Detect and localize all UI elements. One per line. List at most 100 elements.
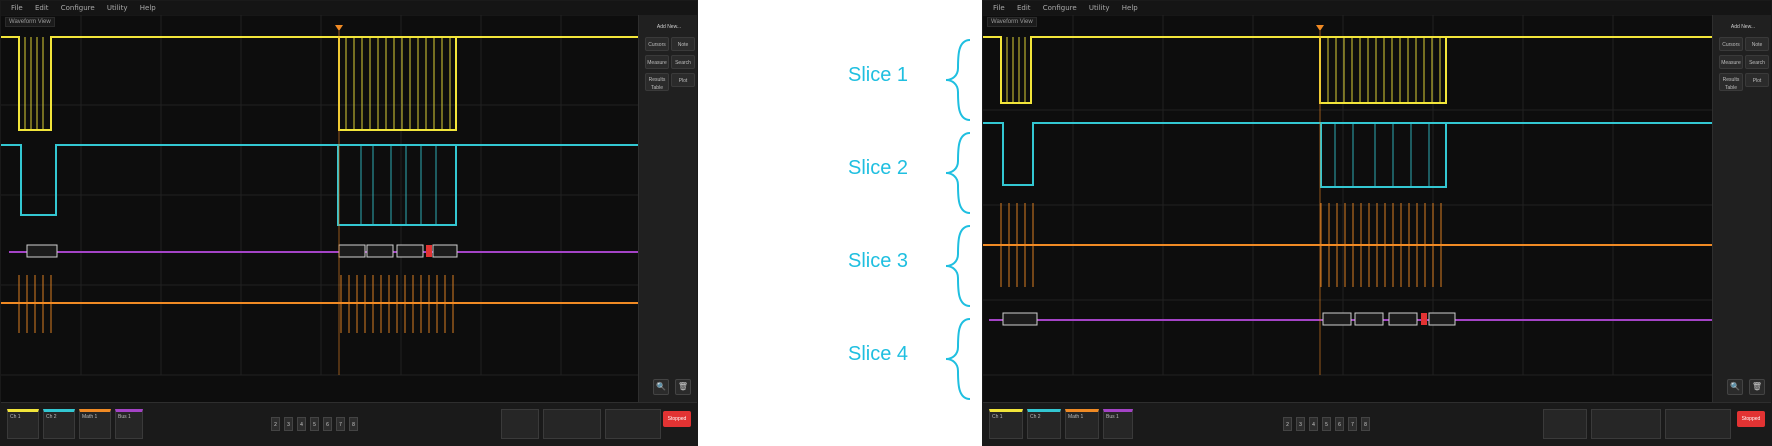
left-trash-icon[interactable]: 🗑 xyxy=(675,379,691,395)
right-plot-button[interactable]: Plot xyxy=(1745,73,1769,87)
right-scope: File Edit Configure Utility Help Wavefor… xyxy=(982,0,1772,446)
left-menu-file[interactable]: File xyxy=(11,4,23,12)
left-acquisition-box[interactable] xyxy=(605,409,661,439)
left-menu-configure[interactable]: Configure xyxy=(60,4,95,12)
right-right-panel: Add New... Cursors Note Measure Search R… xyxy=(1712,15,1771,403)
right-trigger-box[interactable] xyxy=(1591,409,1661,439)
left-ch-num-8[interactable]: 8 xyxy=(349,417,358,431)
left-ch2-box[interactable]: Ch 2 xyxy=(43,409,75,439)
left-menu-utility[interactable]: Utility xyxy=(106,4,128,12)
left-menu-bar: File Edit Configure Utility Help xyxy=(1,1,697,15)
left-stop-indicator[interactable]: Stopped xyxy=(663,411,691,427)
slice-2-brace xyxy=(944,131,974,215)
left-search-button[interactable]: Search xyxy=(671,55,695,69)
left-trigger-box[interactable] xyxy=(543,409,601,439)
left-ch2-pulses xyxy=(360,145,437,225)
right-measure-button[interactable]: Measure xyxy=(1719,55,1743,69)
right-ch-num-6[interactable]: 6 xyxy=(1335,417,1344,431)
right-add-new-label: Add New... xyxy=(1730,24,1756,30)
right-bus-decodes xyxy=(1002,312,1456,326)
right-ch1-label: Ch 1 xyxy=(992,414,1003,420)
left-trigger-marker xyxy=(335,25,343,375)
right-ch-num-4[interactable]: 4 xyxy=(1309,417,1318,431)
right-bus1-label: Bus 1 xyxy=(1106,414,1119,420)
left-horizontal-box[interactable] xyxy=(501,409,539,439)
right-ch3-activity xyxy=(1000,203,1442,287)
left-measure-button[interactable]: Measure xyxy=(645,55,669,69)
slice-1-brace xyxy=(944,38,974,122)
left-right-panel: Add New... Cursors Note Measure Search R… xyxy=(638,15,697,403)
left-ch-num-4[interactable]: 4 xyxy=(297,417,306,431)
right-menu-utility[interactable]: Utility xyxy=(1088,4,1110,12)
right-ch2-pulses xyxy=(1334,123,1430,187)
right-trash-icon[interactable]: 🗑 xyxy=(1749,379,1765,395)
right-menu-edit[interactable]: Edit xyxy=(1016,4,1031,12)
left-cursors-button[interactable]: Cursors xyxy=(645,37,669,51)
left-bottom-bar: Ch 1 Ch 2 Math 1 Bus 1 2 3 4 5 6 7 8 Sto… xyxy=(1,402,697,445)
left-math1-box[interactable]: Math 1 xyxy=(79,409,111,439)
left-note-button[interactable]: Note xyxy=(671,37,695,51)
right-menu-help[interactable]: Help xyxy=(1121,4,1138,12)
right-ch-num-5[interactable]: 5 xyxy=(1322,417,1331,431)
left-ch-num-2[interactable]: 2 xyxy=(271,417,280,431)
left-ch1-burst xyxy=(24,37,451,130)
left-bus1-box[interactable]: Bus 1 xyxy=(115,409,143,439)
right-ch-num-3[interactable]: 3 xyxy=(1296,417,1305,431)
right-search-button[interactable]: Search xyxy=(1745,55,1769,69)
left-ch1-label: Ch 1 xyxy=(10,414,21,420)
right-stop-indicator[interactable]: Stopped xyxy=(1737,411,1765,427)
right-tools: 🔍 🗑 xyxy=(1727,379,1765,395)
left-plot-button[interactable]: Plot xyxy=(671,73,695,87)
left-math1-label: Math 1 xyxy=(82,414,98,420)
left-view-tab[interactable]: Waveform View xyxy=(5,17,55,27)
slice-4-brace xyxy=(944,317,974,401)
right-ch1-box[interactable]: Ch 1 xyxy=(989,409,1023,439)
right-menu-configure[interactable]: Configure xyxy=(1042,4,1077,12)
slice-2-label: Slice 2 xyxy=(848,157,909,179)
right-bottom-bar: Ch 1 Ch 2 Math 1 Bus 1 2 3 4 5 6 7 8 Sto… xyxy=(983,402,1771,445)
left-ch-num-3[interactable]: 3 xyxy=(284,417,293,431)
left-waveform-area xyxy=(1,15,641,376)
right-bus1-box[interactable]: Bus 1 xyxy=(1103,409,1133,439)
right-acquisition-box[interactable] xyxy=(1665,409,1731,439)
right-ch1-waveform xyxy=(983,36,1713,104)
left-ch3-activity xyxy=(18,275,454,333)
left-grid xyxy=(1,15,641,376)
right-trigger-marker xyxy=(1316,25,1324,375)
slice-3-brace xyxy=(944,224,974,308)
right-math1-label: Math 1 xyxy=(1068,414,1084,420)
left-scope: File Edit Configure Utility Help Wavefor… xyxy=(0,0,698,446)
right-ch2-box[interactable]: Ch 2 xyxy=(1027,409,1061,439)
left-results-table-button[interactable]: Results Table xyxy=(645,73,669,91)
right-zoom-icon[interactable]: 🔍 xyxy=(1727,379,1743,395)
right-ch2-label: Ch 2 xyxy=(1030,414,1041,420)
slice-4-label: Slice 4 xyxy=(848,343,909,365)
slice-1-label: Slice 1 xyxy=(848,64,909,86)
right-horizontal-box[interactable] xyxy=(1543,409,1587,439)
slice-3-label: Slice 3 xyxy=(848,250,909,272)
left-ch-num-6[interactable]: 6 xyxy=(323,417,332,431)
right-ch-num-2[interactable]: 2 xyxy=(1283,417,1292,431)
right-ch-num-8[interactable]: 8 xyxy=(1361,417,1370,431)
right-view-tab[interactable]: Waveform View xyxy=(987,17,1037,27)
right-math1-box[interactable]: Math 1 xyxy=(1065,409,1099,439)
left-ch-num-7[interactable]: 7 xyxy=(336,417,345,431)
left-menu-help[interactable]: Help xyxy=(139,4,156,12)
right-grid xyxy=(983,15,1713,376)
right-ch1-burst xyxy=(1006,37,1441,103)
left-tools: 🔍 🗑 xyxy=(653,379,691,395)
right-menu-file[interactable]: File xyxy=(993,4,1005,12)
right-ch-num-7[interactable]: 7 xyxy=(1348,417,1357,431)
left-ch1-box[interactable]: Ch 1 xyxy=(7,409,39,439)
left-zoom-icon[interactable]: 🔍 xyxy=(653,379,669,395)
left-ch2-waveform xyxy=(1,144,641,226)
right-cursors-button[interactable]: Cursors xyxy=(1719,37,1743,51)
right-ch2-waveform xyxy=(983,122,1713,188)
left-bus1-label: Bus 1 xyxy=(118,414,131,420)
right-waveform-area xyxy=(983,15,1713,376)
right-results-table-button[interactable]: Results Table xyxy=(1719,73,1743,91)
left-menu-edit[interactable]: Edit xyxy=(34,4,49,12)
right-note-button[interactable]: Note xyxy=(1745,37,1769,51)
left-add-new-label: Add New... xyxy=(656,24,682,30)
left-ch-num-5[interactable]: 5 xyxy=(310,417,319,431)
